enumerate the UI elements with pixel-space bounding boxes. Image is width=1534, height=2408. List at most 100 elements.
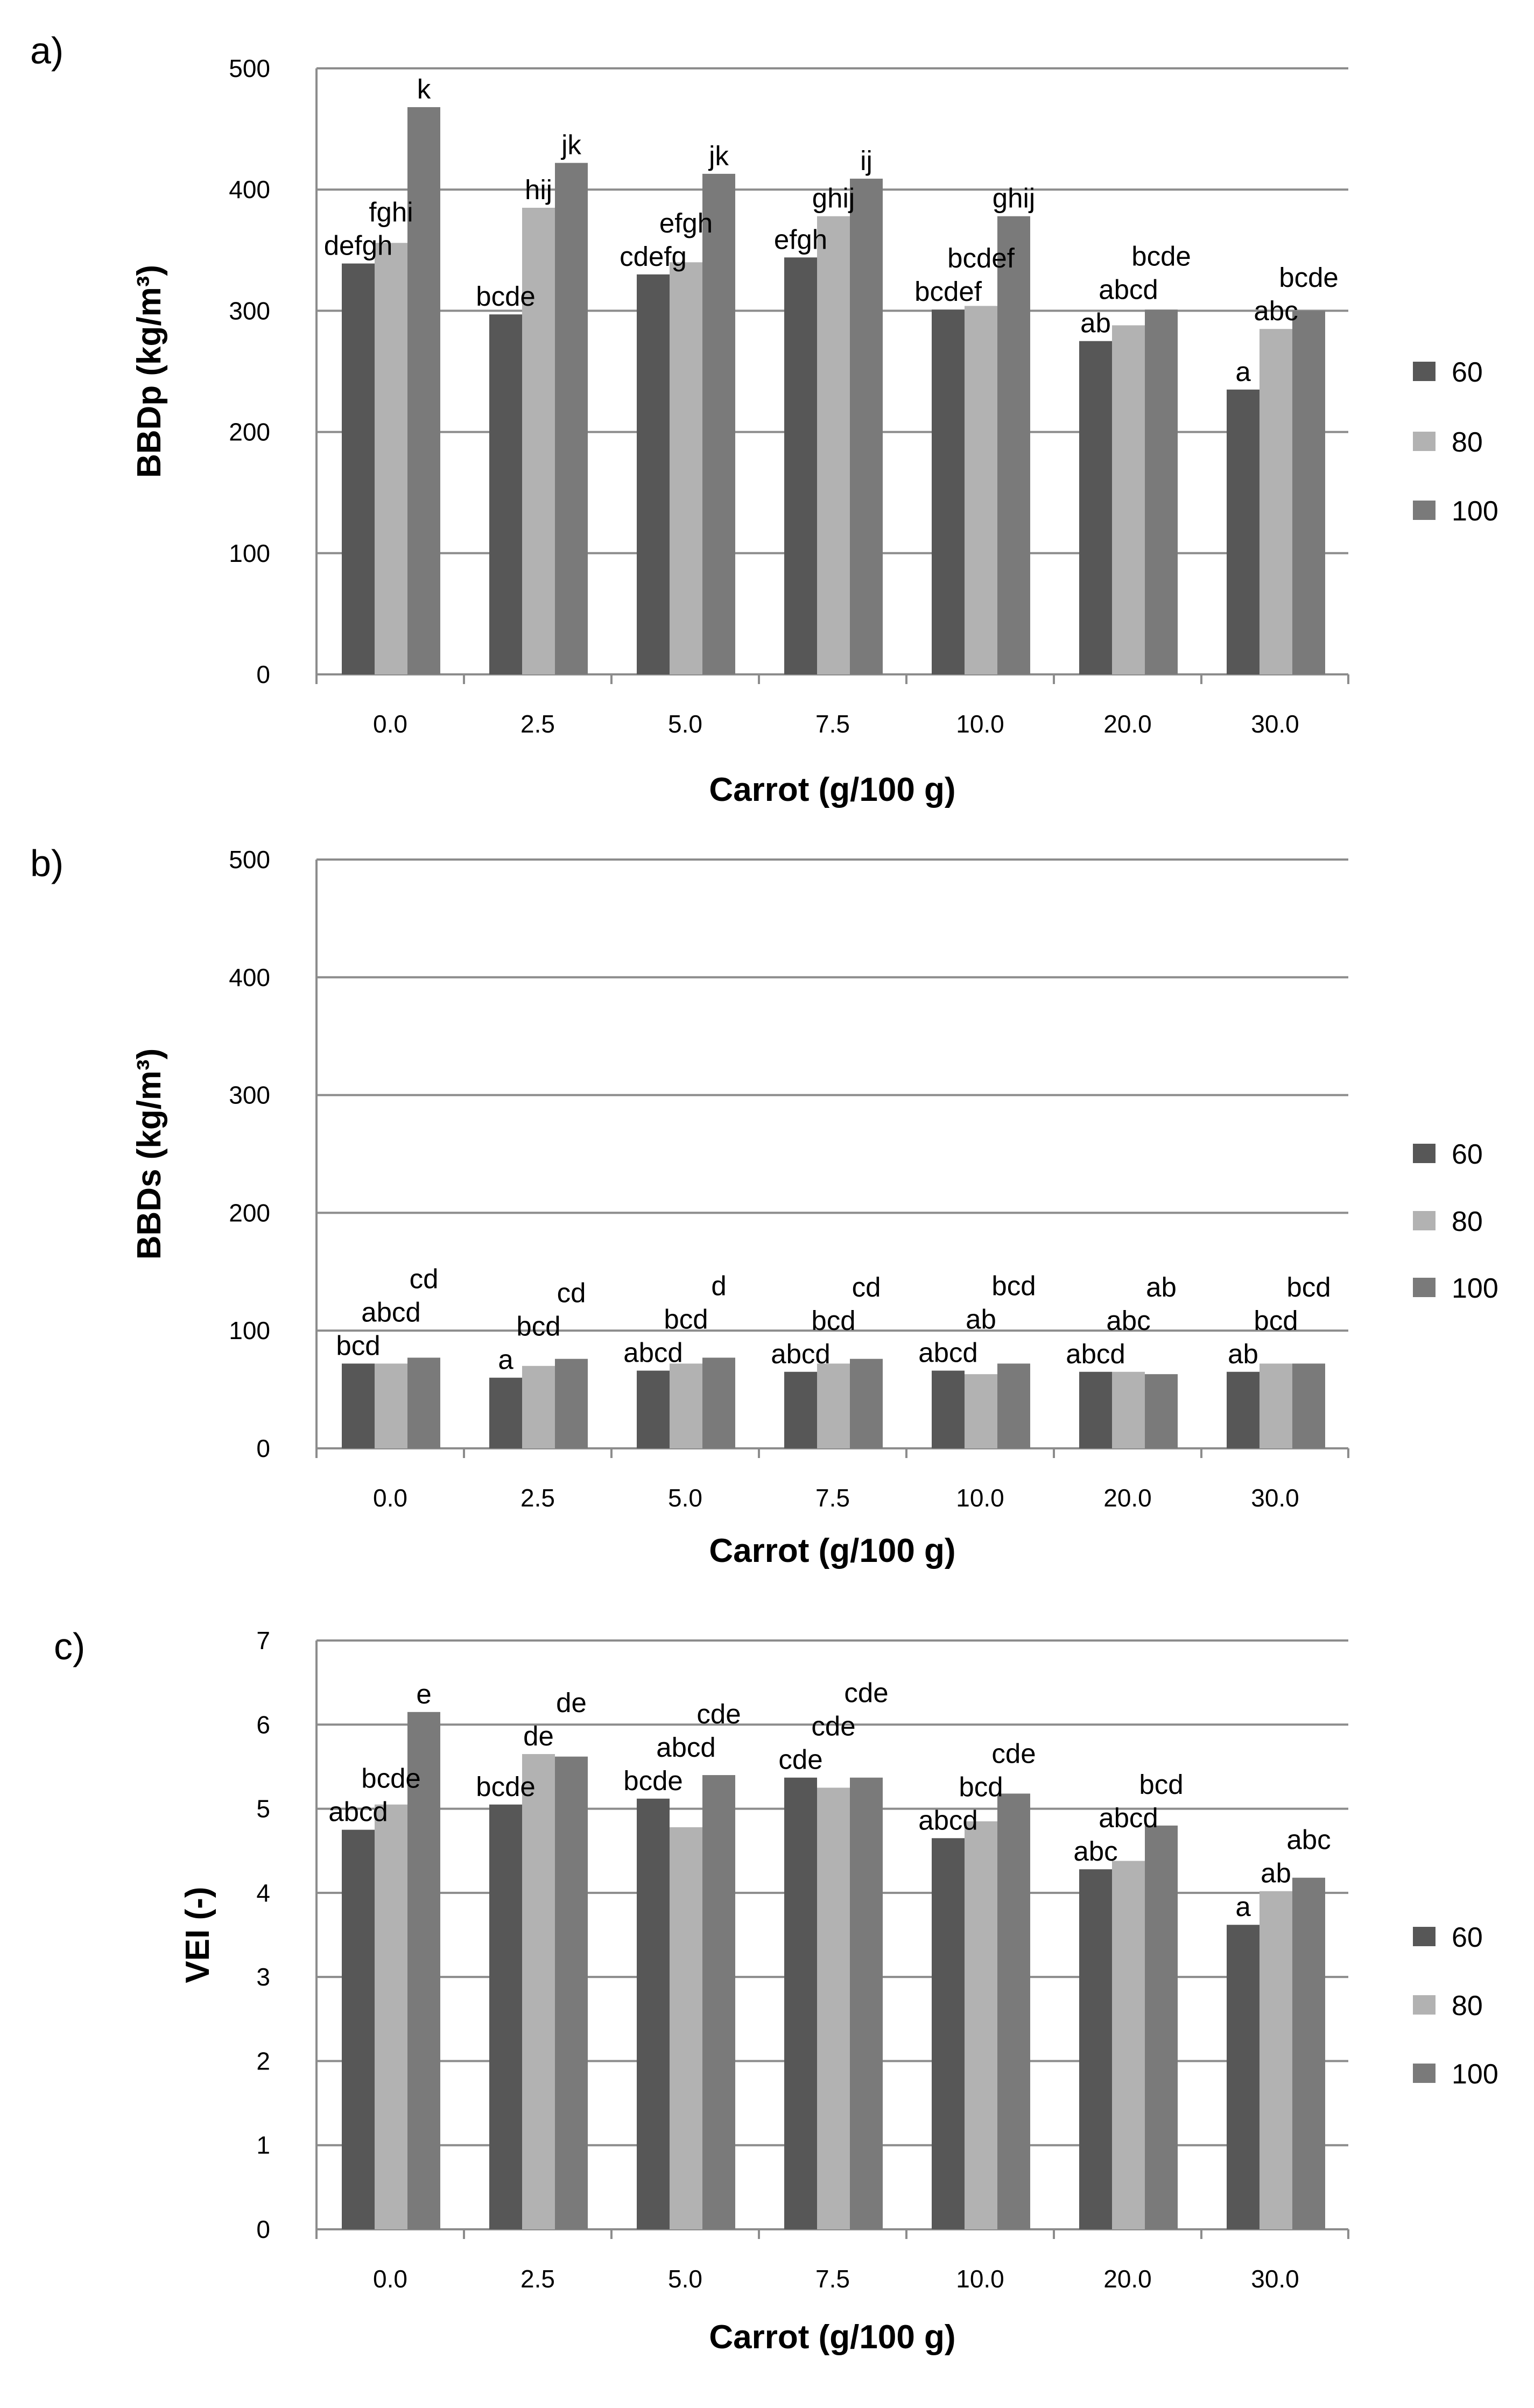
y-tick-label: 300	[229, 1081, 270, 1109]
bar-100-20.0	[1145, 309, 1178, 674]
significance-label: a	[1235, 1891, 1251, 1922]
y-tick-label: 5	[256, 1795, 270, 1823]
bar-80-20.0	[1112, 1861, 1145, 2229]
panel-letter: a)	[30, 30, 64, 72]
legend-label: 80	[1452, 1990, 1483, 2022]
significance-label: fghi	[369, 197, 413, 228]
significance-label: abcd	[623, 1337, 683, 1368]
bar-60-2.5	[489, 1804, 522, 2229]
x-tick-label: 7.5	[815, 710, 850, 738]
bar-60-20.0	[1079, 1869, 1112, 2229]
y-tick-label: 2	[256, 2047, 270, 2075]
legend: 60 80 100	[1413, 357, 1498, 527]
bar-80-5.0	[670, 262, 702, 674]
significance-label: cde	[991, 1738, 1036, 1769]
legend-swatch-100	[1413, 2064, 1436, 2083]
chart-panel-a: a) 0 100 200 300 400 500 0.0 2.5 5.0 7.5 10.0 20.0 30…	[30, 30, 1498, 808]
x-tick-label: 10.0	[956, 710, 1004, 738]
significance-label: abc	[1106, 1305, 1150, 1336]
significance-label: bcde	[476, 281, 536, 312]
legend: 60 80 100	[1413, 1139, 1498, 1304]
bar-80-2.5	[522, 1365, 555, 1448]
x-tick-label: 5.0	[668, 710, 702, 738]
bar-60-5.0	[637, 1370, 670, 1448]
legend-label: 100	[1452, 1273, 1498, 1304]
bar-100-20.0	[1145, 1374, 1178, 1448]
bar-80-20.0	[1112, 325, 1145, 674]
bar-80-10.0	[965, 306, 997, 674]
x-tick-label: 30.0	[1251, 710, 1299, 738]
significance-label: cde	[778, 1744, 822, 1775]
x-tick-label: 2.5	[520, 710, 555, 738]
y-tick-label: 0	[256, 1434, 270, 1462]
significance-label: bcde	[361, 1763, 421, 1794]
bar-60-7.5	[784, 1371, 817, 1448]
bar-100-30.0	[1292, 1363, 1325, 1448]
significance-label: jk	[560, 130, 581, 160]
bar-80-30.0	[1259, 1891, 1292, 2229]
significance-label: e	[416, 1679, 431, 1709]
significance-label: bcd	[811, 1305, 855, 1336]
significance-label: bcdef	[914, 276, 982, 307]
significance-label: abcd	[1066, 1339, 1125, 1369]
bar-80-7.5	[817, 1787, 850, 2229]
x-tick-label: 20.0	[1103, 2265, 1152, 2293]
bar-100-0.0	[407, 107, 440, 675]
x-tick-label: 2.5	[520, 1484, 555, 1512]
bar-80-0.0	[375, 1363, 407, 1448]
significance-label: de	[523, 1721, 554, 1751]
bar-60-20.0	[1079, 1371, 1112, 1448]
significance-label: ghij	[993, 183, 1035, 214]
significance-label: jk	[708, 140, 729, 171]
significance-label: abcd	[361, 1297, 421, 1327]
significance-label: ij	[860, 145, 872, 176]
legend: 60 80 100	[1413, 1922, 1498, 2090]
bar-60-7.5	[784, 257, 817, 674]
significance-label: abcd	[771, 1339, 831, 1369]
y-tick-label: 500	[229, 54, 270, 82]
bar-100-5.0	[702, 1357, 735, 1448]
bar-80-0.0	[375, 1804, 407, 2229]
y-tick-label: 200	[229, 418, 270, 446]
legend-swatch-100	[1413, 1278, 1436, 1297]
significance-label: k	[417, 74, 431, 104]
bar-60-10.0	[932, 1370, 965, 1448]
bar-60-2.5	[489, 314, 522, 674]
legend-label: 60	[1452, 1922, 1483, 1953]
bar-60-0.0	[342, 1363, 375, 1448]
significance-label: bcd	[664, 1304, 708, 1335]
legend-label: 100	[1452, 496, 1498, 527]
chart-panel-b: b) 0 100 200 300 400 500 0.0 2.5 5.0 7.5 10.0 20.0 30…	[30, 842, 1498, 1569]
x-tick-label: 20.0	[1103, 710, 1152, 738]
legend-label: 100	[1452, 2059, 1498, 2090]
bar-100-10.0	[997, 216, 1030, 674]
bar-80-30.0	[1259, 329, 1292, 674]
significance-label: abcd	[328, 1797, 388, 1827]
bar-80-5.0	[670, 1827, 702, 2229]
significance-label: bcde	[1279, 262, 1339, 293]
significance-label: abcd	[656, 1732, 716, 1763]
bar-80-2.5	[522, 207, 555, 675]
bar-100-5.0	[702, 1775, 735, 2229]
significance-label: ab	[1146, 1272, 1177, 1302]
y-tick-label: 6	[256, 1710, 270, 1738]
significance-label: bcd	[1139, 1769, 1183, 1800]
y-tick-label: 7	[256, 1627, 270, 1654]
significance-label: hij	[525, 174, 552, 205]
significance-label: a	[498, 1344, 513, 1375]
significance-label: abc	[1073, 1836, 1117, 1867]
bar-60-7.5	[784, 1777, 817, 2229]
significance-label: ab	[1261, 1858, 1291, 1889]
y-tick-label: 0	[256, 2215, 270, 2243]
significance-label: abcd	[1099, 1803, 1158, 1833]
bar-60-5.0	[637, 274, 670, 675]
significance-label: bcde	[1131, 241, 1191, 272]
bar-60-30.0	[1227, 1371, 1259, 1448]
bar-100-10.0	[997, 1363, 1030, 1448]
significance-label: efgh	[659, 208, 713, 238]
legend-swatch-80	[1413, 432, 1436, 451]
bar-80-2.5	[522, 1754, 555, 2229]
significance-label: bcd	[516, 1311, 560, 1342]
